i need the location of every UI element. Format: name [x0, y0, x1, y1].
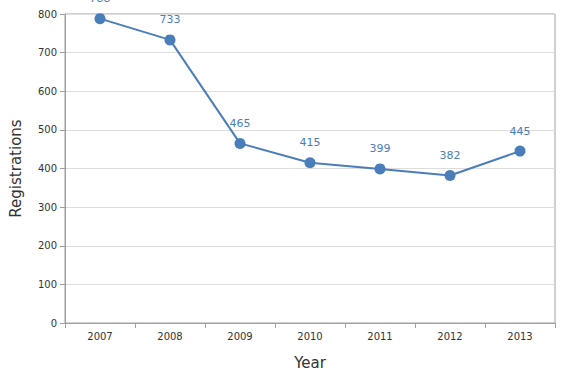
- svg-text:300: 300: [38, 202, 57, 213]
- svg-text:733: 733: [160, 13, 181, 26]
- svg-text:100: 100: [38, 279, 57, 290]
- svg-text:500: 500: [38, 124, 57, 135]
- svg-text:200: 200: [38, 240, 57, 251]
- svg-text:2008: 2008: [157, 331, 182, 342]
- svg-text:400: 400: [38, 163, 57, 174]
- svg-text:Registrations: Registrations: [7, 119, 25, 217]
- svg-text:2009: 2009: [227, 331, 252, 342]
- svg-text:445: 445: [510, 125, 531, 138]
- svg-text:788: 788: [90, 0, 111, 5]
- svg-text:2011: 2011: [367, 331, 392, 342]
- svg-text:2007: 2007: [87, 331, 112, 342]
- svg-text:2010: 2010: [297, 331, 322, 342]
- svg-text:600: 600: [38, 86, 57, 97]
- svg-text:2012: 2012: [437, 331, 462, 342]
- svg-text:0: 0: [51, 318, 57, 329]
- svg-text:800: 800: [38, 9, 57, 20]
- svg-text:465: 465: [230, 117, 251, 130]
- svg-text:700: 700: [38, 47, 57, 58]
- svg-text:415: 415: [300, 136, 321, 149]
- svg-text:399: 399: [370, 142, 391, 155]
- svg-text:2013: 2013: [507, 331, 532, 342]
- svg-text:382: 382: [440, 149, 461, 162]
- svg-text:Year: Year: [293, 354, 327, 372]
